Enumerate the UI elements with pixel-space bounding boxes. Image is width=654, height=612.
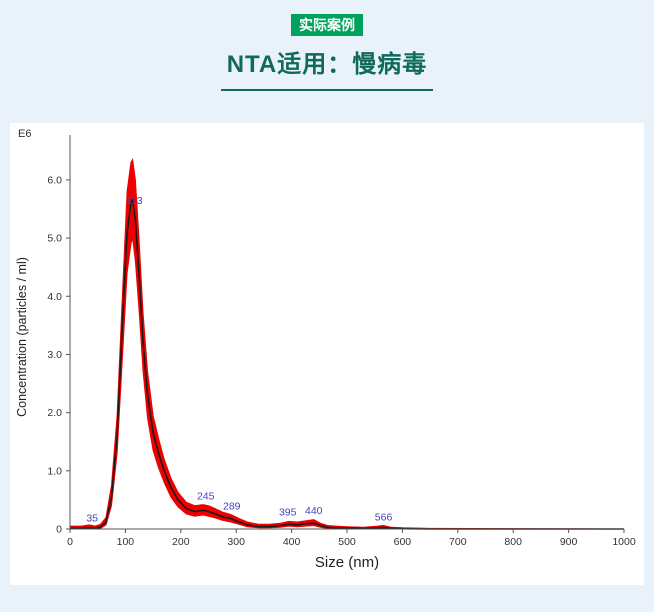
case-badge: 实际案例	[291, 14, 363, 36]
x-tick-label: 1000	[612, 536, 636, 548]
y-tick-label: 1.0	[47, 465, 62, 477]
x-tick-label: 600	[394, 536, 412, 548]
y-tick-label: 5.0	[47, 233, 62, 245]
y-tick-label: 6.0	[47, 174, 62, 186]
peak-label: 35	[86, 513, 98, 525]
x-tick-label: 900	[560, 536, 578, 548]
mean-line	[70, 197, 624, 530]
x-tick-label: 200	[172, 536, 190, 548]
y-tick-label: 2.0	[47, 407, 62, 419]
x-tick-label: 800	[504, 536, 522, 548]
peak-label: 289	[223, 500, 241, 512]
y-tick-label: 4.0	[47, 291, 62, 303]
peak-label: 245	[197, 490, 215, 502]
header: 实际案例 NTA适用：慢病毒	[0, 0, 654, 91]
y-unit-label: E6	[18, 128, 31, 140]
peak-label: 395	[279, 507, 297, 519]
page: 实际案例 NTA适用：慢病毒 0 100 200 300 400 500 600 700 800…	[0, 0, 654, 585]
page-title: NTA适用：慢病毒	[226, 51, 428, 78]
peak-label: 113	[126, 195, 143, 207]
nta-size-distribution-chart: 0 100 200 300 400 500 600 700 800 900 1000 0 1.0 2.0 3…	[15, 128, 636, 571]
title-underline	[221, 89, 433, 91]
y-axis-title: Concentration (particles / ml)	[15, 257, 29, 417]
x-tick-label: 400	[283, 536, 301, 548]
error-band	[69, 157, 625, 530]
chart-card: 0 100 200 300 400 500 600 700 800 900 1000 0 1.0 2.0 3…	[10, 123, 644, 585]
peak-label: 440	[305, 505, 323, 517]
y-tick-label: 0	[56, 524, 62, 536]
x-tick-label: 100	[117, 536, 135, 548]
x-tick-label: 300	[227, 536, 245, 548]
x-tick-label: 700	[449, 536, 467, 548]
x-tick-label: 500	[338, 536, 356, 548]
peak-label: 566	[375, 511, 393, 523]
y-tick-label: 3.0	[47, 349, 62, 361]
x-tick-label: 0	[67, 536, 73, 548]
x-axis-title: Size (nm)	[315, 554, 379, 571]
